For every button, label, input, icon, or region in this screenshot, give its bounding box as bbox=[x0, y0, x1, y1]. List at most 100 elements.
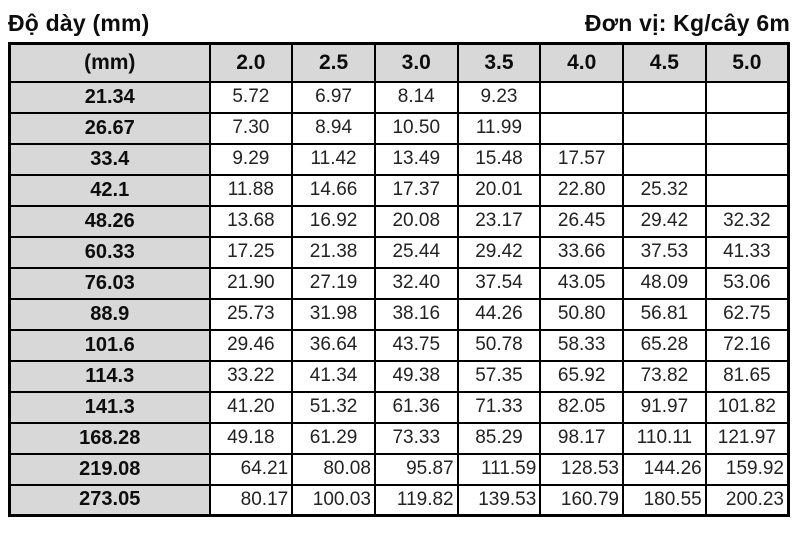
weight-cell: 20.01 bbox=[456, 173, 542, 207]
weight-cell: 119.82 bbox=[373, 483, 459, 517]
weight-cell: 81.65 bbox=[704, 359, 790, 393]
weight-cell: 160.79 bbox=[539, 483, 625, 517]
weight-cell: 139.53 bbox=[456, 483, 542, 517]
weight-cell: 14.66 bbox=[291, 173, 376, 207]
diameter-cell: 42.1 bbox=[8, 173, 211, 207]
weight-cell: 200.23 bbox=[704, 483, 790, 517]
weight-cell: 43.75 bbox=[373, 328, 459, 362]
weight-cell: 110.11 bbox=[622, 421, 707, 455]
weight-cell: 51.32 bbox=[291, 390, 376, 424]
weight-cell: 82.05 bbox=[539, 390, 625, 424]
weight-cell: 44.26 bbox=[456, 297, 542, 331]
weight-cell: 11.88 bbox=[208, 173, 294, 207]
weight-cell: 8.14 bbox=[373, 80, 459, 114]
weight-cell: 71.33 bbox=[456, 390, 542, 424]
weight-cell: 33.22 bbox=[208, 359, 294, 393]
weight-cell: 5.72 bbox=[208, 80, 294, 114]
weight-cell: 29.46 bbox=[208, 328, 294, 362]
table-row: 42.1 11.88 14.66 17.37 20.01 22.80 25.32 bbox=[8, 173, 790, 207]
weight-cell bbox=[622, 111, 707, 145]
weight-cell: 13.68 bbox=[208, 204, 294, 238]
weight-cell: 121.97 bbox=[704, 421, 790, 455]
weight-cell: 73.33 bbox=[373, 421, 459, 455]
pipe-weight-table: (mm) 2.0 2.5 3.0 3.5 4.0 4.5 5.0 21.34 5.72 6.97… bbox=[8, 41, 790, 518]
table-row: 219.08 64.21 80.08 95.87 111.59 128.53 144.26 1… bbox=[8, 452, 790, 486]
weight-cell: 43.05 bbox=[539, 266, 625, 300]
weight-cell: 159.92 bbox=[704, 452, 790, 486]
weight-cell: 62.75 bbox=[704, 297, 790, 331]
diameter-cell: 141.3 bbox=[8, 390, 211, 424]
weight-cell: 36.64 bbox=[291, 328, 376, 362]
weight-cell: 50.80 bbox=[539, 297, 625, 331]
weight-cell bbox=[622, 142, 707, 176]
weight-cell: 50.78 bbox=[456, 328, 542, 362]
weight-cell: 41.34 bbox=[291, 359, 376, 393]
weight-cell: 20.08 bbox=[373, 204, 459, 238]
weight-cell: 61.29 bbox=[291, 421, 376, 455]
header-row: (mm) 2.0 2.5 3.0 3.5 4.0 4.5 5.0 bbox=[8, 42, 790, 83]
weight-cell bbox=[539, 111, 625, 145]
diameter-cell: 88.9 bbox=[8, 297, 211, 331]
weight-cell: 26.45 bbox=[539, 204, 625, 238]
weight-cell: 53.06 bbox=[704, 266, 790, 300]
weight-cell: 144.26 bbox=[622, 452, 707, 486]
weight-cell: 91.97 bbox=[622, 390, 707, 424]
table-header: (mm) 2.0 2.5 3.0 3.5 4.0 4.5 5.0 bbox=[8, 42, 790, 83]
weight-cell: 38.16 bbox=[373, 297, 459, 331]
weight-cell: 100.03 bbox=[291, 483, 376, 517]
weight-cell: 29.42 bbox=[456, 235, 542, 269]
thickness-header-cell: 5.0 bbox=[704, 42, 790, 83]
thickness-header-cell: 2.5 bbox=[291, 42, 376, 83]
weight-cell: 22.80 bbox=[539, 173, 625, 207]
table-row: 141.3 41.20 51.32 61.36 71.33 82.05 91.97 101.8… bbox=[8, 390, 790, 424]
weight-cell: 13.49 bbox=[373, 142, 459, 176]
weight-cell: 80.17 bbox=[208, 483, 294, 517]
weight-cell: 9.23 bbox=[456, 80, 542, 114]
titlebar: Độ dày (mm) Đơn vị: Kg/cây 6m bbox=[0, 0, 800, 42]
weight-cell: 25.32 bbox=[622, 173, 707, 207]
weight-cell: 37.54 bbox=[456, 266, 542, 300]
thickness-title: Độ dày (mm) bbox=[8, 10, 150, 36]
table-row: 114.3 33.22 41.34 49.38 57.35 65.92 73.82 81.65 bbox=[8, 359, 790, 393]
diameter-cell: 101.6 bbox=[8, 328, 211, 362]
weight-cell: 48.09 bbox=[622, 266, 707, 300]
diameter-cell: 26.67 bbox=[8, 111, 211, 145]
weight-cell: 95.87 bbox=[373, 452, 459, 486]
weight-cell: 37.53 bbox=[622, 235, 707, 269]
weight-cell bbox=[539, 80, 625, 114]
weight-cell: 56.81 bbox=[622, 297, 707, 331]
weight-cell: 41.33 bbox=[704, 235, 790, 269]
weight-cell: 11.99 bbox=[456, 111, 542, 145]
weight-cell: 65.92 bbox=[539, 359, 625, 393]
table-row: 33.4 9.29 11.42 13.49 15.48 17.57 bbox=[8, 142, 790, 176]
diameter-cell: 48.26 bbox=[8, 204, 211, 238]
weight-cell: 8.94 bbox=[291, 111, 376, 145]
weight-cell: 128.53 bbox=[539, 452, 625, 486]
weight-cell: 33.66 bbox=[539, 235, 625, 269]
table-row: 101.6 29.46 36.64 43.75 50.78 58.33 65.28 72.16 bbox=[8, 328, 790, 362]
weight-cell: 21.90 bbox=[208, 266, 294, 300]
weight-cell: 49.38 bbox=[373, 359, 459, 393]
weight-cell: 6.97 bbox=[291, 80, 376, 114]
weight-cell: 32.40 bbox=[373, 266, 459, 300]
weight-cell: 32.32 bbox=[704, 204, 790, 238]
diameter-cell: 273.05 bbox=[8, 483, 211, 517]
weight-cell: 85.29 bbox=[456, 421, 542, 455]
weight-cell bbox=[704, 80, 790, 114]
weight-cell: 73.82 bbox=[622, 359, 707, 393]
diameter-cell: 168.28 bbox=[8, 421, 211, 455]
weight-cell: 16.92 bbox=[291, 204, 376, 238]
weight-cell: 58.33 bbox=[539, 328, 625, 362]
weight-cell: 49.18 bbox=[208, 421, 294, 455]
weight-cell: 9.29 bbox=[208, 142, 294, 176]
weight-cell: 27.19 bbox=[291, 266, 376, 300]
weight-cell: 23.17 bbox=[456, 204, 542, 238]
weight-cell: 57.35 bbox=[456, 359, 542, 393]
weight-cell: 15.48 bbox=[456, 142, 542, 176]
weight-cell: 17.25 bbox=[208, 235, 294, 269]
weight-cell: 31.98 bbox=[291, 297, 376, 331]
weight-cell: 61.36 bbox=[373, 390, 459, 424]
diameter-cell: 114.3 bbox=[8, 359, 211, 393]
weight-cell: 21.38 bbox=[291, 235, 376, 269]
weight-cell: 64.21 bbox=[208, 452, 294, 486]
